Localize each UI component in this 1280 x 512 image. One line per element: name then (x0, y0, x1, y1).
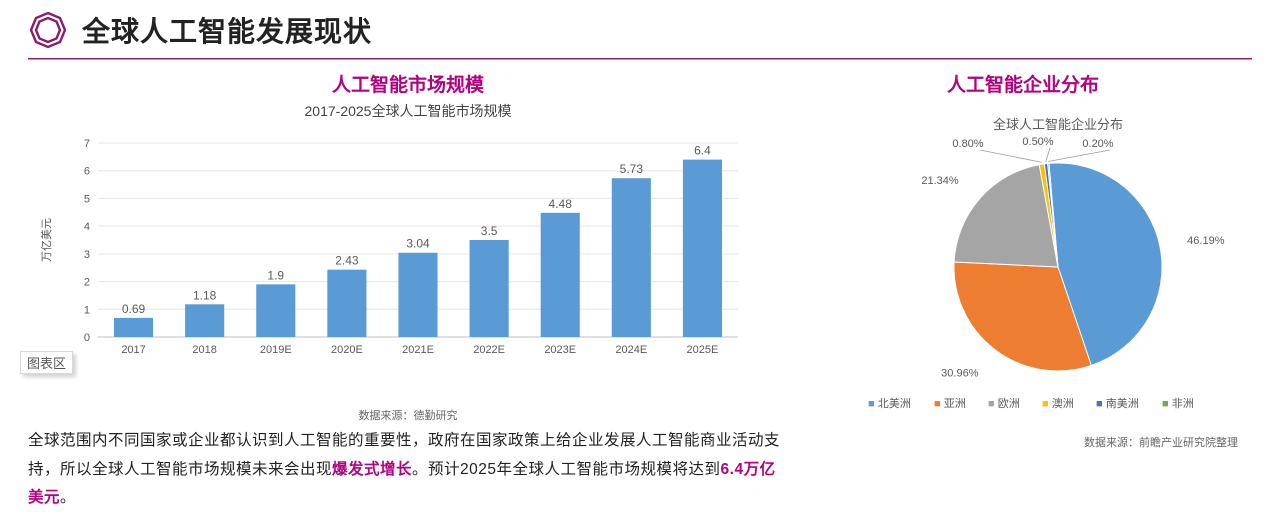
svg-text:■ 南美洲: ■ 南美洲 (1096, 397, 1139, 410)
svg-text:0.80%: 0.80% (952, 138, 983, 150)
logo-icon (28, 10, 68, 50)
right-section-title: 人工智能企业分布 (808, 70, 1238, 97)
svg-text:0.50%: 0.50% (1022, 136, 1053, 148)
svg-text:30.96%: 30.96% (941, 367, 979, 379)
svg-text:2.43: 2.43 (335, 254, 359, 268)
left-section-title: 人工智能市场规模 (28, 70, 788, 97)
left-source: 数据来源：德勤研究 (28, 407, 788, 423)
svg-text:4: 4 (84, 221, 90, 233)
svg-text:■ 北美洲: ■ 北美洲 (868, 397, 911, 410)
svg-text:■ 亚洲: ■ 亚洲 (934, 398, 966, 410)
svg-text:2020E: 2020E (331, 344, 363, 356)
body-paragraph: 全球范围内不同国家或企业都认识到人工智能的重要性，政府在国家政策上给企业发展人工… (28, 427, 788, 512)
svg-text:6: 6 (84, 166, 90, 178)
right-source: 数据来源：前瞻产业研究院整理 (808, 434, 1238, 450)
page-title: 全球人工智能发展现状 (82, 10, 372, 50)
svg-text:2: 2 (84, 277, 90, 289)
bar-chart: 0 1 2 3 4 5 6 7 0.69 2017 1.18 2018 1.9 2019E 2.43 2020… (28, 125, 748, 365)
svg-text:2022E: 2022E (473, 344, 505, 356)
para-mid: 。预计2025年全球人工智能市场规模将达到 (412, 461, 720, 478)
svg-text:2025E: 2025E (687, 344, 719, 356)
svg-text:3: 3 (84, 249, 90, 261)
divider (28, 58, 1252, 60)
svg-text:2023E: 2023E (544, 344, 576, 356)
svg-text:21.34%: 21.34% (921, 175, 959, 187)
svg-text:3.5: 3.5 (481, 224, 498, 238)
para-post: 。 (60, 489, 76, 506)
svg-text:全球人工智能企业分布: 全球人工智能企业分布 (993, 117, 1123, 132)
svg-text:46.19%: 46.19% (1187, 235, 1225, 247)
svg-text:2017: 2017 (121, 344, 145, 356)
svg-text:1.18: 1.18 (193, 288, 217, 302)
svg-text:1: 1 (84, 304, 90, 316)
svg-text:6.4: 6.4 (694, 144, 711, 158)
svg-text:0: 0 (84, 332, 90, 344)
para-hl1: 爆发式增长 (332, 461, 412, 478)
svg-text:万亿美元: 万亿美元 (40, 218, 53, 262)
svg-text:2024E: 2024E (615, 344, 647, 356)
svg-text:7: 7 (84, 138, 90, 150)
svg-text:2021E: 2021E (402, 344, 434, 356)
svg-text:0.20%: 0.20% (1082, 138, 1113, 150)
svg-text:0.69: 0.69 (122, 302, 146, 316)
svg-text:3.04: 3.04 (406, 237, 430, 251)
svg-text:1.9: 1.9 (267, 268, 284, 282)
svg-text:2018: 2018 (192, 344, 216, 356)
bar-chart-subtitle: 2017-2025全球人工智能市场规模 (28, 101, 788, 121)
svg-text:4.48: 4.48 (549, 197, 573, 211)
pie-chart: 全球人工智能企业分布 46.19% 30.96% 21.34% 0.80% 0.50% 0.… (808, 97, 1238, 427)
svg-text:■ 非洲: ■ 非洲 (1162, 397, 1194, 410)
svg-text:5.73: 5.73 (620, 162, 644, 176)
svg-text:2019E: 2019E (260, 344, 292, 356)
svg-text:5: 5 (84, 193, 90, 205)
chart-area-label: 图表区 (20, 351, 73, 374)
svg-text:■ 欧洲: ■ 欧洲 (988, 397, 1020, 410)
svg-text:■ 澳洲: ■ 澳洲 (1042, 397, 1074, 410)
header: 全球人工智能发展现状 (28, 10, 1252, 50)
